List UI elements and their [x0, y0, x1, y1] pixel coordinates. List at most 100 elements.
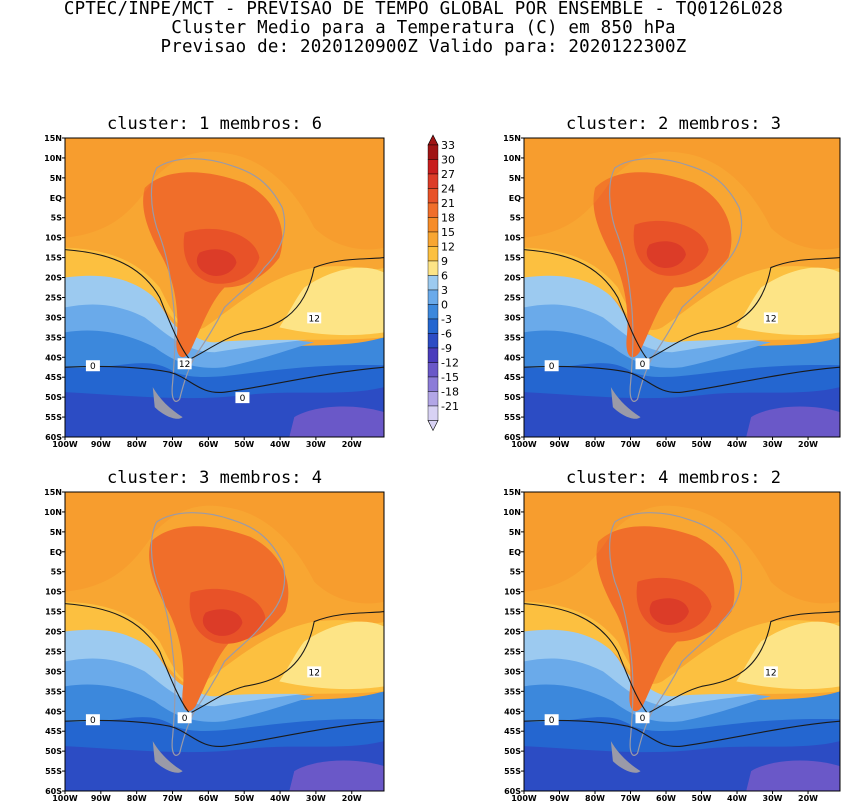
lon-label: 30W	[763, 794, 783, 803]
colorbar-label: -3	[441, 313, 452, 326]
lat-label: 50S	[45, 393, 62, 402]
colorbar-label: 15	[441, 226, 455, 239]
colorbar-label: -12	[441, 357, 459, 370]
lon-label: 50W	[692, 440, 712, 449]
contour-label: 0	[90, 362, 96, 372]
lon-label: 50W	[234, 794, 254, 803]
colorbar-swatch	[427, 376, 439, 392]
lat-label: 40S	[45, 707, 62, 716]
contour-line-0	[64, 365, 385, 393]
colorbar-swatch	[427, 318, 439, 334]
lat-label: 50S	[45, 747, 62, 756]
colorbar-swatch	[427, 260, 439, 276]
lat-label: 50S	[504, 747, 521, 756]
colorbar-label: 0	[441, 299, 448, 312]
temperature-shading	[523, 138, 841, 437]
lat-label: 60S	[45, 433, 62, 442]
contour-line-12	[523, 603, 841, 714]
lon-label: 40W	[270, 440, 290, 449]
lat-label: 15N	[503, 134, 521, 143]
temperature-band	[202, 609, 243, 636]
map-frame	[523, 137, 841, 438]
colorbar-label: 24	[441, 183, 455, 196]
contour-label: 12	[765, 668, 776, 678]
lat-label: 10N	[503, 154, 521, 163]
lat-label: 50S	[504, 393, 521, 402]
temperature-band	[649, 598, 689, 625]
lat-label: 30S	[45, 313, 62, 322]
colorbar-swatch	[427, 159, 439, 175]
lon-label: 90W	[550, 440, 570, 449]
lat-label: 55S	[45, 413, 62, 422]
colorbar-label: -9	[441, 342, 452, 355]
lon-label: 30W	[763, 440, 783, 449]
lat-label: 15N	[44, 134, 62, 143]
contour-label-box	[544, 360, 559, 372]
colorbar-label: 3	[441, 284, 448, 297]
contour-label: 12	[179, 360, 190, 370]
lon-label: 60W	[656, 440, 676, 449]
lon-label: 100W	[52, 794, 78, 803]
lon-label: 80W	[585, 440, 605, 449]
contour-label-box	[307, 312, 322, 324]
lon-label: 70W	[621, 440, 641, 449]
lat-label: 10S	[45, 588, 62, 597]
temperature-band	[65, 621, 325, 707]
map-panel-cluster-3: 12 0 0 15N 10N 5N EQ 5S 10S 15S 20S 25S 30S 35S 40S 45S…	[44, 488, 385, 803]
contour-label: 12	[308, 314, 319, 324]
lat-label: 60S	[45, 787, 62, 796]
lat-label: 40S	[45, 353, 62, 362]
lat-label: 10N	[503, 508, 521, 517]
lat-label: 45S	[45, 373, 62, 382]
lat-label: 30S	[504, 667, 521, 676]
temperature-band	[746, 406, 840, 437]
contour-line-0	[523, 365, 841, 393]
lat-label: 5N	[509, 174, 521, 183]
temperature-shading	[523, 492, 841, 791]
lat-label: 5S	[51, 568, 63, 577]
contour-label-box	[85, 360, 100, 372]
patagonia-landmass	[610, 387, 641, 419]
lon-label: 60W	[198, 440, 218, 449]
lat-label: 5N	[509, 528, 521, 537]
lat-label: 15S	[504, 254, 521, 263]
temperature-band	[524, 492, 840, 604]
colorbar-swatch	[427, 188, 439, 204]
lat-label: 20S	[504, 274, 521, 283]
lon-label: 90W	[91, 794, 111, 803]
temperature-shading	[64, 138, 385, 437]
temperature-band	[279, 267, 384, 336]
panel-1-title: cluster: 1 membros: 6	[107, 114, 322, 134]
panel-4-title: cluster: 4 membros: 2	[566, 468, 781, 488]
temperature-band	[279, 621, 384, 690]
lat-label: 15S	[504, 608, 521, 617]
patagonia-landmass	[152, 741, 183, 773]
lon-label: 100W	[511, 794, 537, 803]
lat-label: 35S	[45, 687, 62, 696]
colorbar-label: 12	[441, 241, 455, 254]
lat-label: EQ	[509, 548, 521, 557]
panel-3-title: cluster: 3 membros: 4	[107, 468, 322, 488]
map-panel-cluster-4: 12 0 0 15N 10N 5N EQ 5S 10S 15S 20S 25S 30S 35S 40S 45S…	[503, 488, 841, 803]
map-panel-cluster-2: 12 0 0 15N 10N 5N EQ 5S 10S 15S 20S 25S 30S 35S 40S 45S…	[503, 134, 841, 449]
contour-label-box	[635, 712, 650, 724]
lat-label: 5N	[50, 528, 62, 537]
lat-label: 15N	[44, 488, 62, 497]
colorbar-label: -15	[441, 371, 459, 384]
patagonia-landmass	[610, 741, 641, 773]
colorbar-arrow-bottom	[427, 420, 439, 432]
lon-label: 20W	[798, 794, 818, 803]
lat-label: 15S	[45, 254, 62, 263]
lat-label: 5S	[510, 568, 522, 577]
temperature-band	[65, 267, 325, 353]
contour-line-0	[64, 719, 385, 747]
contour-label: 0	[640, 360, 646, 370]
colorbar-swatch	[427, 391, 439, 407]
colorbar-label: 6	[441, 270, 448, 283]
lon-label: 70W	[163, 440, 183, 449]
lon-label: 100W	[511, 440, 537, 449]
colorbar-swatch	[427, 231, 439, 247]
colorbar-swatch	[427, 405, 439, 421]
lat-label: 5N	[50, 174, 62, 183]
